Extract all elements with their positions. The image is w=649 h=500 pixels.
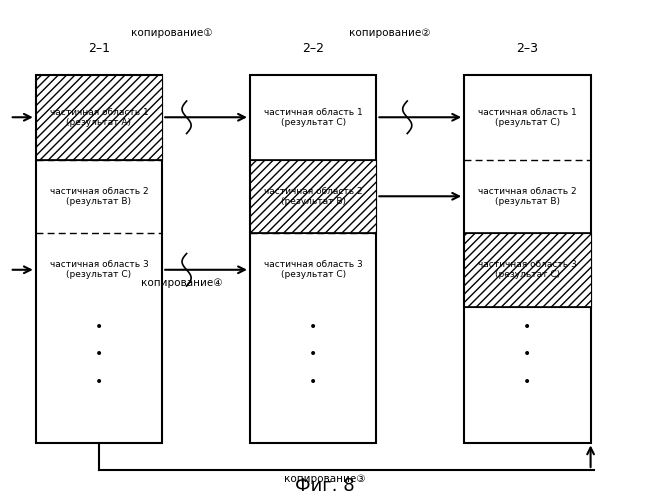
Text: Фиг. 8: Фиг. 8 — [295, 477, 354, 495]
Text: •: • — [309, 347, 317, 361]
Text: копирование①: копирование① — [131, 28, 213, 38]
Text: частичная область 3
(результат C): частичная область 3 (результат C) — [478, 260, 577, 280]
Bar — [250, 75, 376, 442]
Text: •: • — [523, 374, 532, 388]
Text: частичная область 1
(результат C): частичная область 1 (результат C) — [478, 108, 577, 127]
Text: частичная область 2
(результат B): частичная область 2 (результат B) — [50, 186, 148, 206]
Text: частичная область 3
(результат C): частичная область 3 (результат C) — [263, 260, 363, 280]
Text: •: • — [95, 347, 103, 361]
Bar — [464, 233, 591, 306]
Bar — [36, 75, 162, 160]
Text: •: • — [95, 320, 103, 334]
Text: частичная область 1
(результат C): частичная область 1 (результат C) — [263, 108, 363, 127]
Text: частичная область 2
(результат B): частичная область 2 (результат B) — [478, 186, 576, 206]
Bar — [464, 75, 591, 442]
Text: частичная область 3
(результат C): частичная область 3 (результат C) — [49, 260, 149, 280]
Text: частичная область 2
(результат B): частичная область 2 (результат B) — [264, 186, 362, 206]
Text: •: • — [309, 320, 317, 334]
Text: •: • — [309, 374, 317, 388]
Text: 2–1: 2–1 — [88, 42, 110, 55]
Text: копирование④: копирование④ — [141, 278, 223, 287]
Text: •: • — [523, 347, 532, 361]
Text: •: • — [523, 320, 532, 334]
Bar — [250, 160, 376, 233]
Text: 2–3: 2–3 — [517, 42, 538, 55]
Text: копирование③: копирование③ — [284, 474, 365, 484]
Bar — [36, 75, 162, 442]
Text: •: • — [95, 374, 103, 388]
Text: 2–2: 2–2 — [302, 42, 324, 55]
Text: частичная область 1
(результат A): частичная область 1 (результат A) — [49, 108, 149, 127]
Text: копирование②: копирование② — [349, 28, 430, 38]
